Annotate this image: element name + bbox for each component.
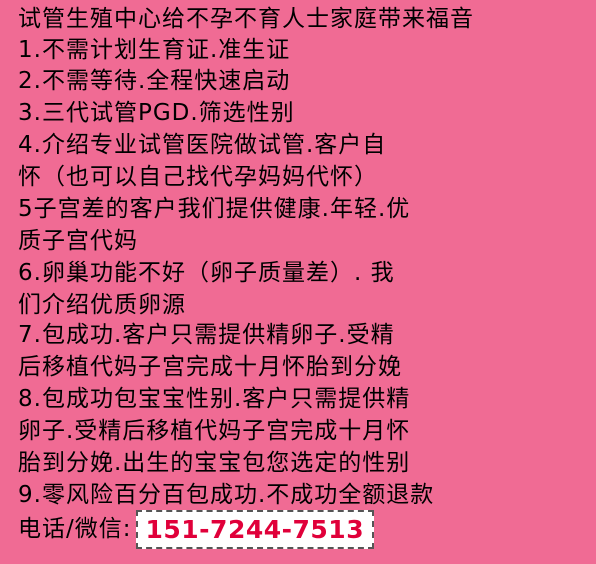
contact-row: 电话/微信: 151-7244-7513 <box>18 510 375 549</box>
text-line-1: 1.不需计划生育证.准生证 <box>18 37 291 63</box>
text-line-2: 2.不需等待.全程快速启动 <box>18 68 291 94</box>
phone-number: 151-7244-7513 <box>135 510 375 549</box>
text-line-5: 怀（也可以自己找代孕妈妈代怀） <box>18 164 378 190</box>
headline: 试管生殖中心给不孕不育人士家庭带来福音 <box>18 6 474 32</box>
text-line-10: 7.包成功.客户只需提供精卵子.受精 <box>18 322 395 348</box>
text-line-15: 9.零风险百分百包成功.不成功全额退款 <box>18 482 435 508</box>
text-line-13: 卵子.受精后移植代妈子宫完成十月怀 <box>18 418 411 444</box>
text-line-8: 6.卵巢功能不好（卵子质量差）. 我 <box>18 260 395 286</box>
text-line-9: 们介绍优质卵源 <box>18 292 186 318</box>
text-line-11: 后移植代妈子宫完成十月怀胎到分娩 <box>18 354 402 380</box>
contact-label: 电话/微信: <box>18 516 132 542</box>
text-line-4: 4.介绍专业试管医院做试管.客户自 <box>18 132 387 158</box>
text-line-12: 8.包成功包宝宝性别.客户只需提供精 <box>18 386 411 412</box>
text-line-7: 质子宫代妈 <box>18 228 138 254</box>
text-line-6: 5子宫差的客户我们提供健康.年轻.优 <box>18 196 411 222</box>
text-line-14: 胎到分娩.出生的宝宝包您选定的性别 <box>18 450 411 476</box>
text-line-3: 3.三代试管PGD.筛选性别 <box>18 100 295 126</box>
